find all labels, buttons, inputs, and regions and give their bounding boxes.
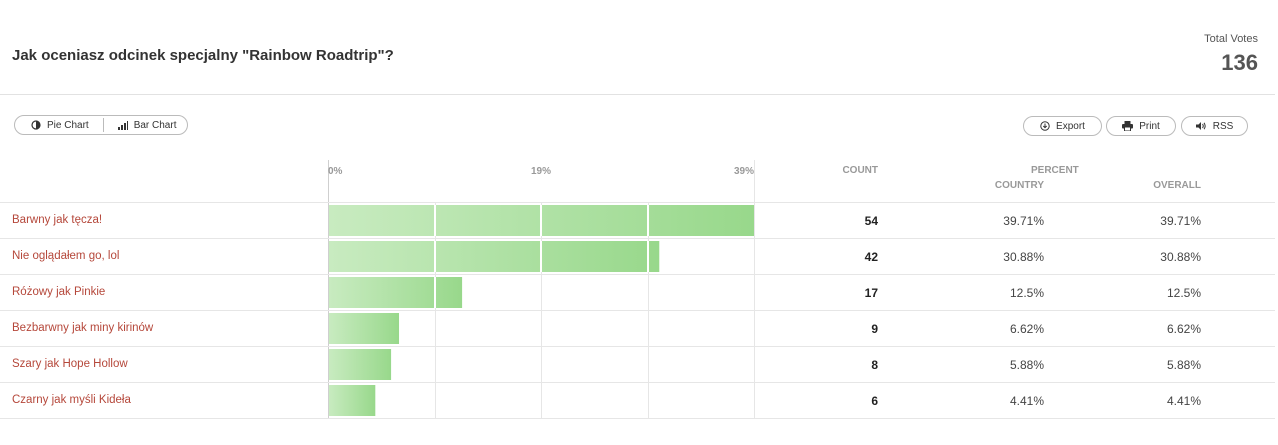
vote-count: 42 bbox=[864, 250, 878, 264]
bar-separator bbox=[540, 241, 542, 272]
option-label[interactable]: Barwny jak tęcza! bbox=[12, 214, 103, 226]
vote-count: 8 bbox=[871, 358, 878, 372]
row-divider bbox=[0, 346, 1275, 347]
country-percent: 4.41% bbox=[1009, 394, 1044, 408]
country-percent: 30.88% bbox=[1003, 250, 1044, 264]
row-divider bbox=[0, 238, 1275, 239]
row-divider bbox=[0, 382, 1275, 383]
bar-chart-icon bbox=[117, 120, 128, 130]
bar-separator bbox=[434, 205, 436, 236]
overall-percent: 30.88% bbox=[1160, 250, 1201, 264]
overall-percent: 39.71% bbox=[1160, 214, 1201, 228]
country-percent: 39.71% bbox=[1003, 214, 1044, 228]
row-divider bbox=[0, 202, 1275, 203]
bar-separator bbox=[434, 241, 436, 272]
row-divider bbox=[0, 310, 1275, 311]
country-percent: 12.5% bbox=[1009, 286, 1044, 300]
country-percent: 6.62% bbox=[1009, 322, 1044, 336]
rss-label: RSS bbox=[1212, 120, 1234, 132]
vote-count: 54 bbox=[864, 214, 878, 228]
overall-percent: 12.5% bbox=[1166, 286, 1201, 300]
vote-count: 6 bbox=[871, 394, 878, 408]
bar-separator bbox=[540, 205, 542, 236]
count-column-header: COUNT bbox=[842, 165, 878, 176]
percent-column-header: PERCENT bbox=[1031, 165, 1079, 176]
bar bbox=[329, 385, 376, 416]
x-tick-label: 39% bbox=[734, 166, 754, 177]
overall-percent: 4.41% bbox=[1166, 394, 1201, 408]
bar-chart-button[interactable]: Bar Chart bbox=[102, 118, 177, 132]
x-tick-label: 0% bbox=[328, 166, 343, 177]
pie-chart-button[interactable]: Pie Chart bbox=[15, 116, 89, 134]
bar bbox=[329, 313, 400, 344]
poll-header: Jak oceniasz odcinek specjalny "Rainbow … bbox=[0, 0, 1275, 95]
export-label: Export bbox=[1056, 120, 1085, 132]
option-label[interactable]: Czarny jak myśli Kideła bbox=[12, 394, 131, 406]
bar bbox=[329, 349, 392, 380]
chart-type-toggle: Pie Chart Bar Chart bbox=[14, 115, 188, 135]
bar bbox=[329, 241, 660, 272]
bar-chart-label: Bar Chart bbox=[133, 119, 177, 131]
pie-chart-label: Pie Chart bbox=[47, 119, 89, 131]
speaker-icon bbox=[1195, 121, 1207, 131]
overall-percent: 5.88% bbox=[1166, 358, 1201, 372]
export-button[interactable]: Export bbox=[1023, 116, 1102, 136]
bar-separator bbox=[647, 205, 649, 236]
overall-column-header: OVERALL bbox=[1153, 180, 1201, 191]
option-label[interactable]: Bezbarwny jak miny kirinów bbox=[12, 322, 154, 334]
option-label[interactable]: Różowy jak Pinkie bbox=[12, 286, 106, 298]
x-tick-label: 19% bbox=[531, 166, 551, 177]
country-percent: 5.88% bbox=[1009, 358, 1044, 372]
bar-separator bbox=[647, 241, 649, 272]
print-label: Print bbox=[1139, 120, 1160, 132]
country-column-header: COUNTRY bbox=[994, 180, 1044, 191]
vote-count: 17 bbox=[864, 286, 878, 300]
rss-button[interactable]: RSS bbox=[1181, 116, 1248, 136]
pie-chart-icon bbox=[31, 120, 41, 130]
print-button[interactable]: Print bbox=[1106, 116, 1176, 136]
overall-percent: 6.62% bbox=[1166, 322, 1201, 336]
bar bbox=[329, 277, 463, 308]
row-divider bbox=[0, 418, 1275, 419]
option-label[interactable]: Szary jak Hope Hollow bbox=[12, 358, 128, 370]
printer-icon bbox=[1122, 121, 1134, 131]
total-votes-value: 136 bbox=[1221, 50, 1258, 75]
vote-count: 9 bbox=[871, 322, 878, 336]
download-icon bbox=[1040, 121, 1050, 131]
option-label[interactable]: Nie oglądałem go, lol bbox=[12, 250, 120, 262]
poll-question: Jak oceniasz odcinek specjalny "Rainbow … bbox=[12, 47, 394, 64]
total-votes-label: Total Votes bbox=[1204, 33, 1258, 45]
row-divider bbox=[0, 274, 1275, 275]
bar-separator bbox=[434, 277, 436, 308]
